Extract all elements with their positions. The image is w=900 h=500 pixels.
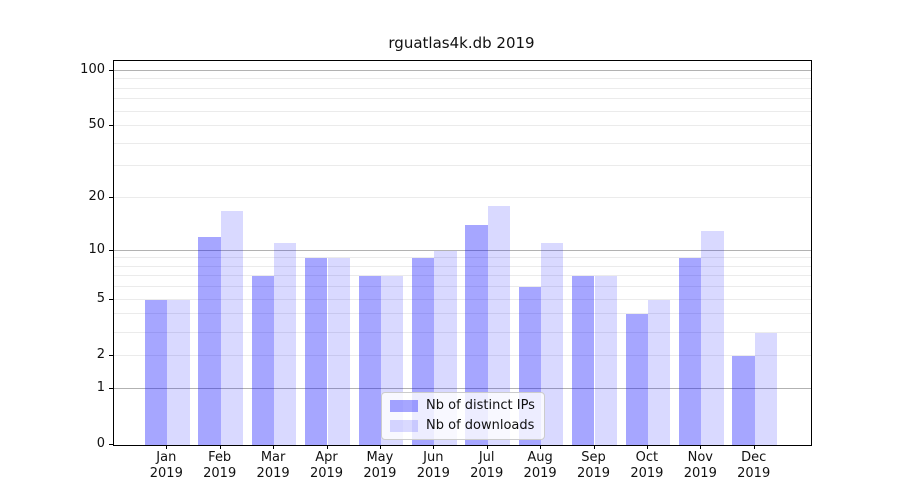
y-tick-label: 20: [88, 189, 105, 204]
x-tick-mark: [433, 445, 435, 449]
bar-distinct-ips-jan: [145, 299, 168, 445]
y-tick-mark: [109, 249, 113, 251]
bar-downloads-apr: [327, 258, 350, 445]
x-tick-mark: [219, 445, 221, 449]
x-tick-label-mar: Mar 2019: [256, 450, 290, 481]
x-tick-label-oct: Oct 2019: [630, 450, 664, 481]
x-tick-label-dec: Dec 2019: [737, 450, 771, 481]
gridline-minor: [114, 286, 811, 288]
plot-area: Nb of distinct IPs Nb of downloads: [113, 60, 812, 446]
gridline-minor: [114, 275, 811, 277]
bar-downloads-sep: [594, 276, 617, 445]
x-tick-label-sep: Sep 2019: [576, 450, 611, 481]
y-tick-label: 100: [80, 61, 105, 77]
gridline-minor: [114, 87, 811, 89]
bar-downloads-jan: [167, 299, 190, 445]
bar-distinct-ips-sep: [572, 276, 595, 445]
y-tick-label: 1: [96, 379, 105, 395]
x-tick-label-nov: Nov 2019: [683, 450, 717, 481]
x-tick-label-jan: Jan 2019: [149, 450, 183, 481]
bar-downloads-mar: [274, 243, 297, 445]
y-tick-mark: [109, 69, 113, 71]
x-tick-mark: [646, 445, 648, 449]
x-tick-mark: [273, 445, 275, 449]
gridline-minor: [114, 354, 811, 356]
y-tick-mark: [109, 298, 113, 300]
x-tick-mark: [166, 445, 168, 449]
x-tick-mark: [326, 445, 328, 449]
gridline-minor: [114, 197, 811, 198]
bar-distinct-ips-may: [358, 276, 381, 445]
gridline-major: [114, 69, 811, 71]
gridline-minor: [114, 125, 811, 126]
x-tick-mark: [486, 445, 488, 449]
x-tick-mark: [593, 445, 595, 449]
y-tick-mark: [109, 444, 113, 445]
gridline-minor: [114, 110, 811, 112]
legend: Nb of distinct IPs Nb of downloads: [381, 392, 545, 440]
bar-downloads-nov: [701, 230, 724, 445]
y-tick-label: 0: [96, 436, 105, 451]
legend-item-downloads: Nb of downloads: [390, 418, 535, 434]
bar-distinct-ips-feb: [198, 236, 221, 445]
bar-distinct-ips-dec: [732, 355, 755, 445]
gridline-minor: [114, 257, 811, 259]
x-tick-label-jun: Jun 2019: [416, 450, 450, 481]
gridline-minor: [114, 298, 811, 300]
bar-distinct-ips-oct: [625, 314, 648, 445]
gridline-major: [114, 249, 811, 251]
bar-downloads-jul: [487, 206, 510, 445]
gridline-minor: [114, 265, 811, 267]
gridline-minor: [114, 313, 811, 315]
x-tick-label-jul: Jul 2019: [470, 450, 504, 481]
bar-distinct-ips-apr: [305, 258, 328, 445]
bar-downloads-feb: [220, 210, 243, 445]
bar-downloads-aug: [541, 243, 564, 445]
y-tick-label: 2: [96, 346, 105, 362]
legend-item-distinct-ips: Nb of distinct IPs: [390, 398, 535, 414]
x-tick-mark: [379, 445, 381, 449]
y-tick-mark: [109, 354, 113, 356]
gridline-minor: [114, 142, 811, 144]
x-tick-mark: [540, 445, 542, 449]
bar-downloads-dec: [754, 332, 777, 445]
bar-distinct-ips-mar: [251, 276, 275, 445]
gridline-major: [114, 387, 811, 389]
x-tick-label-aug: Aug 2019: [523, 450, 557, 481]
legend-swatch-distinct-ips: [390, 400, 418, 412]
legend-label-downloads: Nb of downloads: [426, 418, 535, 433]
gridline-minor: [114, 98, 811, 100]
y-tick-mark: [109, 197, 113, 198]
gridline-minor: [114, 331, 811, 333]
bar-downloads-oct: [647, 299, 671, 445]
bar-distinct-ips-nov: [679, 258, 702, 445]
legend-label-distinct-ips: Nb of distinct IPs: [426, 398, 535, 413]
x-tick-label-apr: Apr 2019: [309, 450, 344, 481]
legend-swatch-downloads: [390, 420, 418, 432]
x-tick-label-may: May 2019: [363, 450, 397, 481]
gridline-minor: [114, 165, 811, 167]
gridline-minor: [114, 78, 811, 80]
y-tick-mark: [109, 387, 113, 389]
y-tick-label: 50: [88, 117, 105, 132]
y-tick-mark: [109, 125, 113, 126]
bar-distinct-ips-jul: [465, 225, 488, 445]
x-tick-mark: [753, 445, 755, 449]
x-tick-label-feb: Feb 2019: [203, 450, 237, 481]
y-tick-label: 10: [88, 241, 105, 257]
y-tick-label: 5: [96, 290, 105, 306]
x-tick-mark: [700, 445, 702, 449]
chart-title: rguatlas4k.db 2019: [388, 34, 535, 52]
